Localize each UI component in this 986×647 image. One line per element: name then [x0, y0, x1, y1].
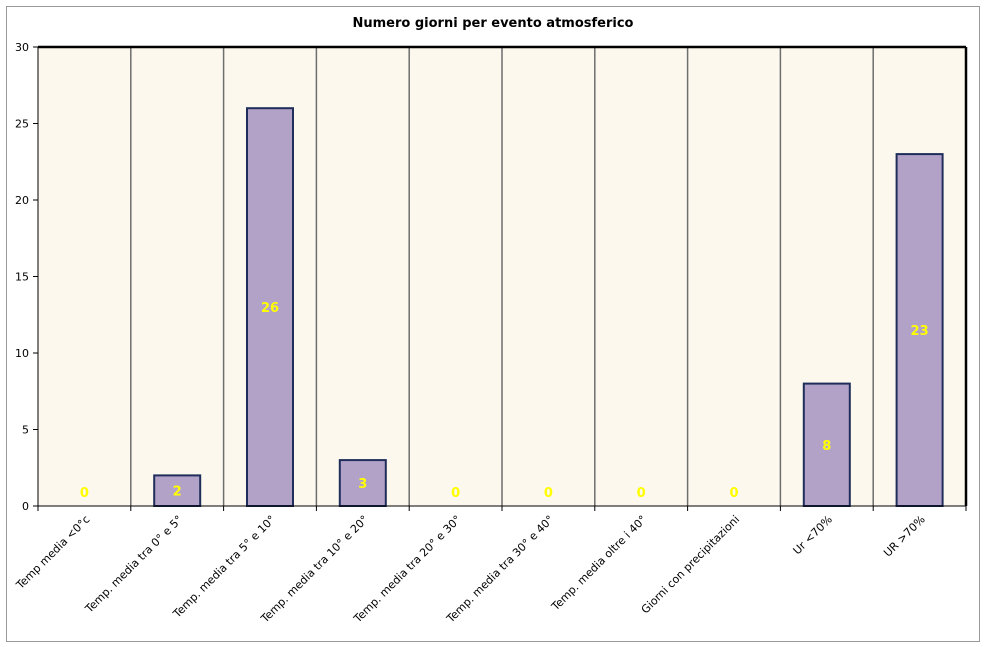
- data-label: 0: [451, 486, 460, 501]
- y-tick-label: 10: [15, 347, 29, 360]
- chart-title: Numero giorni per evento atmosferico: [352, 16, 634, 31]
- x-tick-label: Ur <70%: [791, 513, 835, 557]
- bar: [338, 459, 387, 508]
- data-label: 23: [911, 324, 929, 339]
- data-label: 0: [637, 486, 646, 501]
- data-label: 0: [544, 486, 553, 501]
- x-tick-label: Temp. media oltre i 40°: [548, 513, 649, 614]
- y-tick-label: 5: [22, 424, 29, 437]
- x-tick-label: Temp. media tra 10° e 20°: [258, 513, 371, 626]
- x-tick-label: Temp. media tra 30° e 40°: [443, 513, 556, 626]
- x-tick-label: Temp. media tra 0° e 5°: [82, 513, 185, 616]
- y-tick-label: 25: [15, 118, 29, 131]
- bar: [246, 107, 294, 507]
- x-tick-label: Temp media <0°c: [13, 513, 92, 592]
- x-tick-label: Temp. media tra 20° e 30°: [351, 513, 464, 626]
- x-tick-label: UR >70%: [881, 513, 928, 560]
- data-label: 3: [358, 477, 367, 492]
- x-tick-label: Giorni con precipitazioni: [639, 513, 742, 616]
- y-tick-label: 0: [22, 500, 29, 513]
- data-label: 26: [261, 301, 279, 316]
- bar: [895, 153, 944, 507]
- bar: [802, 382, 851, 508]
- y-tick-label: 30: [15, 41, 29, 54]
- y-tick-label: 15: [15, 271, 29, 284]
- x-tick-label: Temp. media tra 5° e 10°: [170, 513, 278, 621]
- data-label: 0: [80, 486, 89, 501]
- y-tick-label: 20: [15, 194, 29, 207]
- data-label: 0: [729, 486, 738, 501]
- bar: [153, 474, 202, 507]
- data-label: 2: [173, 485, 182, 500]
- data-label: 8: [822, 439, 831, 454]
